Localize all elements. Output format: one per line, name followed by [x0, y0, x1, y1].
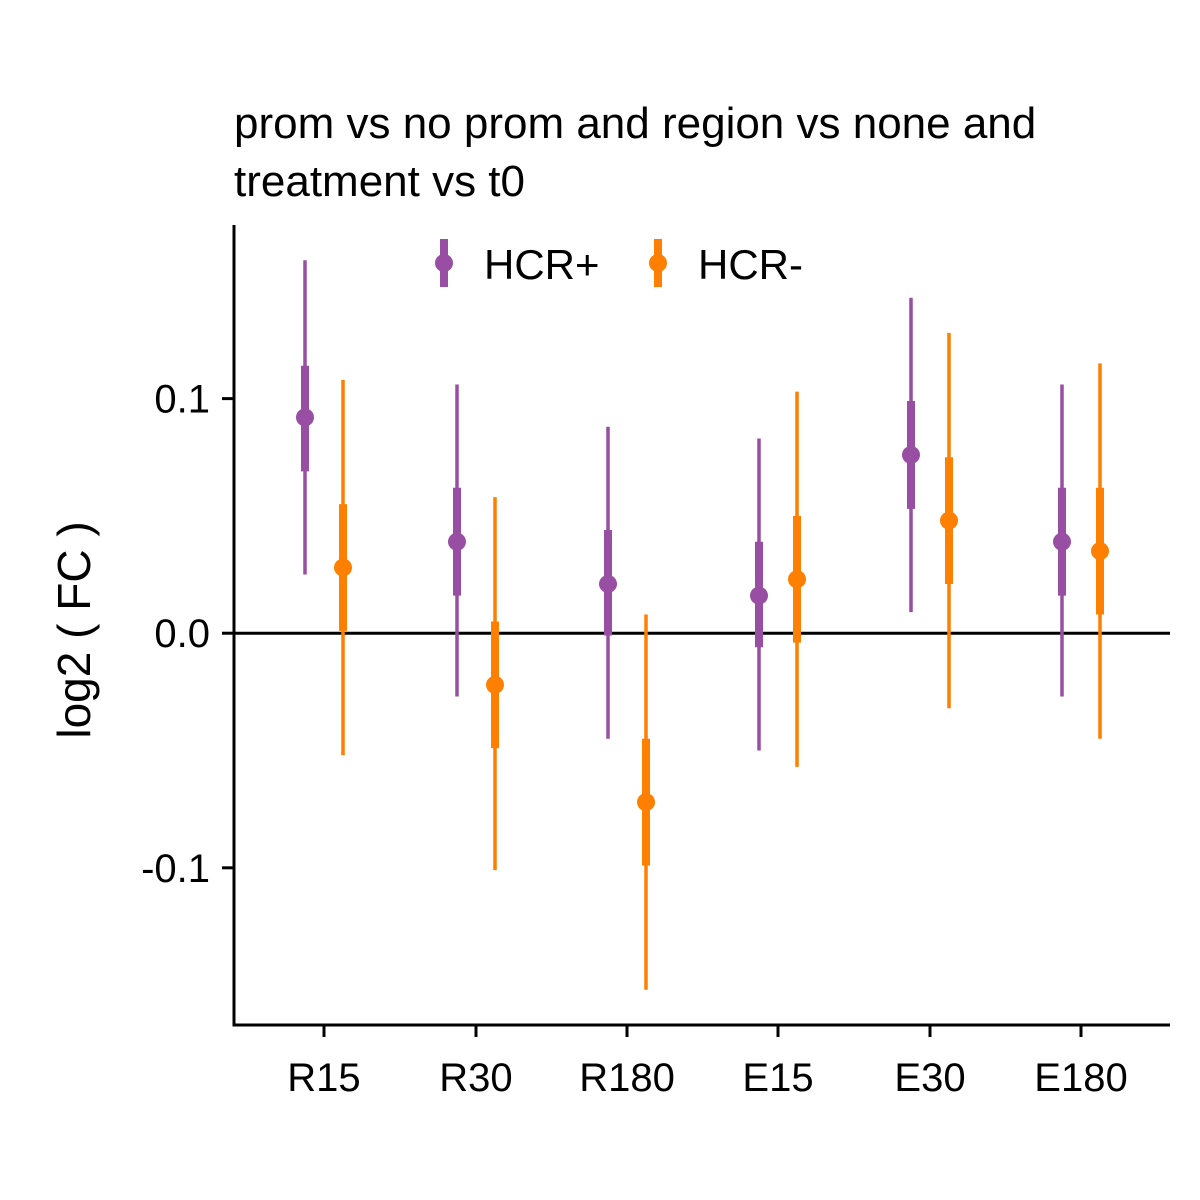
x-tick-label: E180	[1034, 1056, 1127, 1100]
legend-label: HCR+	[484, 241, 600, 288]
data-point	[788, 570, 806, 589]
point-range-HCR--R180	[637, 614, 655, 990]
data-point	[940, 511, 958, 530]
x-tick-label: R30	[439, 1056, 512, 1100]
y-axis-title: log2 ( FC )	[48, 521, 100, 738]
legend: HCR+ HCR-	[435, 239, 803, 288]
plot-area	[234, 260, 1170, 990]
data-point	[1053, 532, 1071, 551]
y-tick-label: 0.1	[154, 378, 210, 422]
y-tick-label: 0.0	[154, 612, 210, 656]
point-range-HCR+-E15	[750, 438, 768, 751]
chart-title-line-1: prom vs no prom and region vs none and	[234, 99, 1037, 148]
legend-key-point	[649, 254, 667, 272]
point-range-HCR+-R180	[599, 426, 617, 739]
point-range-HCR+-E180	[1053, 384, 1071, 697]
data-point	[296, 408, 314, 427]
data-point	[637, 793, 655, 812]
x-tick-label: E15	[742, 1056, 813, 1100]
data-point	[1091, 542, 1109, 561]
data-point	[448, 532, 466, 551]
data-point	[902, 445, 920, 464]
x-tick-label: R180	[579, 1056, 675, 1100]
point-range-HCR+-E30	[902, 297, 920, 613]
data-point	[599, 574, 617, 593]
data-point	[334, 558, 352, 577]
point-range-HCR--E180	[1091, 363, 1109, 739]
axes: -0.1 0.0 0.1 R15 R30 R180 E15 E30 E180	[141, 225, 1170, 1100]
data-point	[486, 675, 504, 694]
x-tick-label: E30	[894, 1056, 965, 1100]
point-range-HCR--E15	[788, 391, 806, 767]
data-point	[750, 586, 768, 605]
legend-label: HCR-	[698, 241, 803, 288]
legend-key-point	[435, 254, 453, 272]
x-tick-label: R15	[287, 1056, 360, 1100]
point-range-HCR+-R30	[448, 384, 466, 697]
point-range-HCR--E30	[940, 332, 958, 709]
point-range-HCR--R30	[486, 497, 504, 871]
point-range-HCR--R15	[334, 379, 352, 756]
chart-title-line-2: treatment vs t0	[234, 157, 526, 206]
legend-item-HCR-: HCR-	[649, 239, 803, 288]
y-tick-label: -0.1	[141, 847, 210, 891]
point-range-HCR+-R15	[296, 260, 314, 575]
legend-item-HCR+: HCR+	[435, 239, 600, 288]
